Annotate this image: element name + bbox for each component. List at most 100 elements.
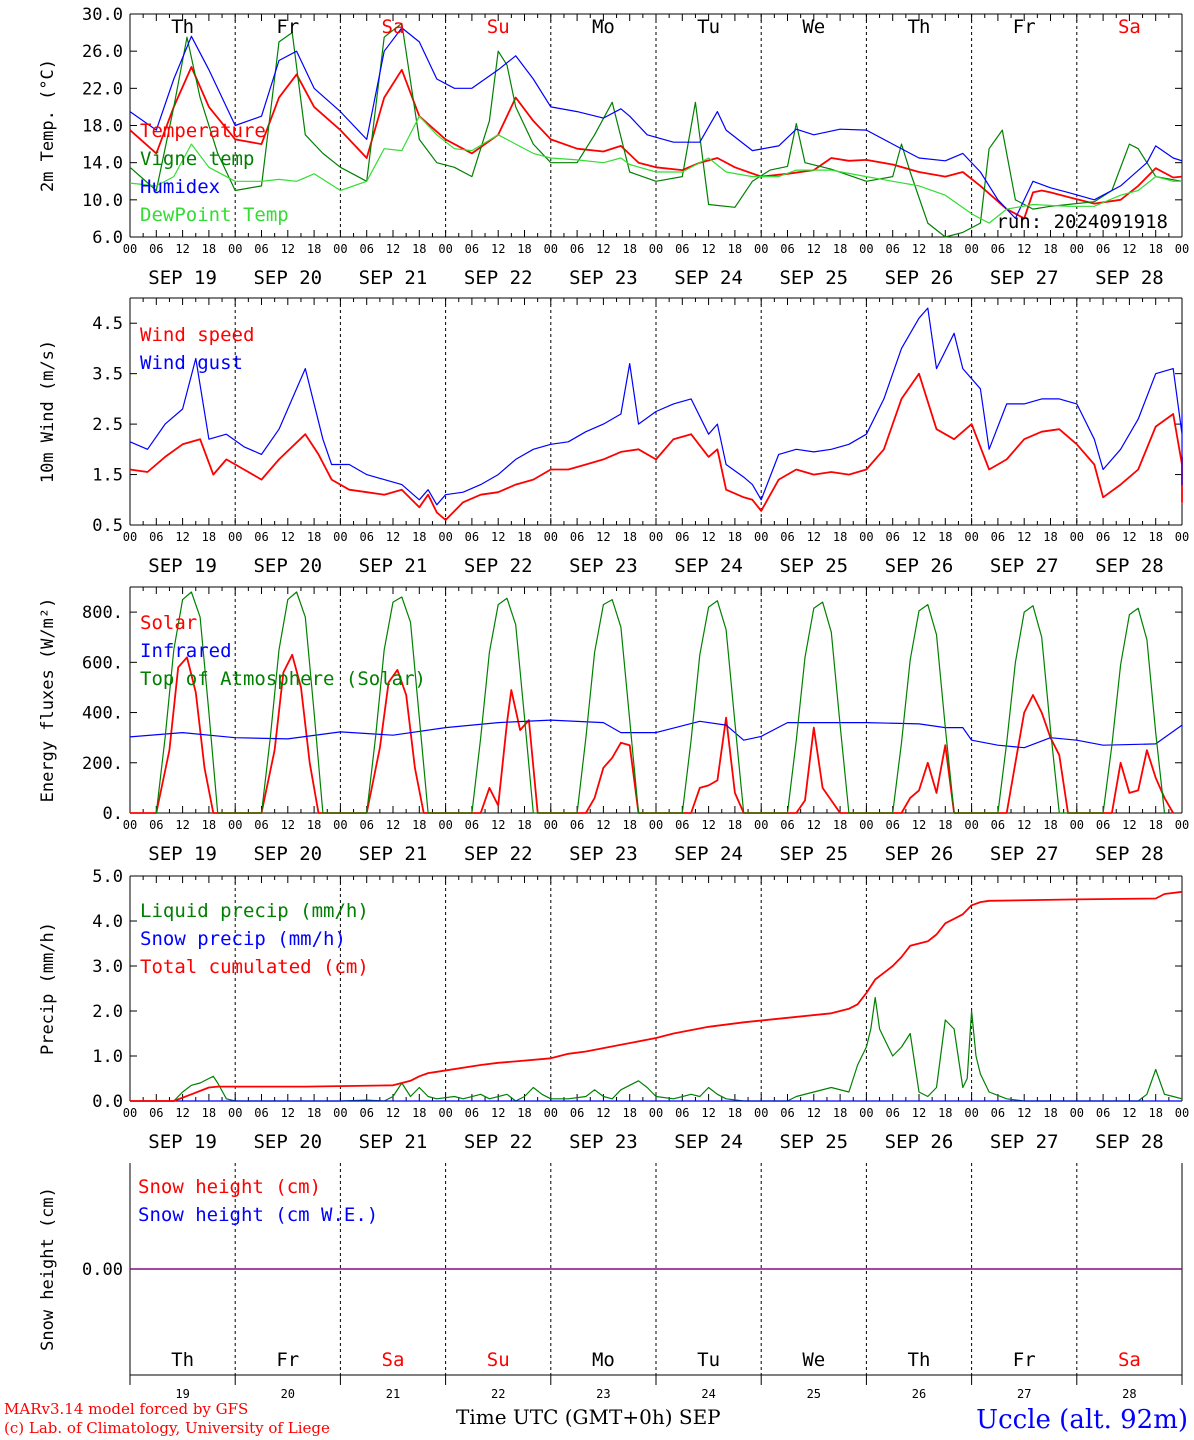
date-label: SEP 23 (569, 555, 638, 577)
hour-tick-label: 00 (333, 1106, 347, 1120)
hour-tick-label: 18 (307, 1106, 321, 1120)
hour-tick-label: 06 (359, 242, 373, 256)
series-line-blue (129, 307, 1183, 506)
hour-tick-label: 12 (596, 818, 610, 832)
series-line-lightgreen (129, 115, 1182, 224)
y-tick-label: 4.5 (92, 314, 123, 334)
date-label: SEP 22 (464, 1131, 533, 1153)
y-tick-label: 400. (82, 704, 123, 724)
series-line-red (129, 66, 1183, 220)
date-label: SEP 24 (674, 843, 743, 865)
hour-tick-label: 12 (175, 242, 189, 256)
hour-tick-label: 12 (912, 818, 926, 832)
hour-tick-label: 00 (964, 818, 978, 832)
hour-tick-label: 00 (123, 530, 137, 544)
hour-tick-label: 06 (780, 242, 794, 256)
hour-tick-label: 18 (833, 530, 847, 544)
legend-entry: Wind gust (140, 352, 243, 374)
hour-tick-label: 00 (228, 1106, 242, 1120)
hour-tick-label: 00 (1070, 530, 1084, 544)
hour-tick-label: 12 (596, 530, 610, 544)
legend-entry: Snow precip (mm/h) (140, 928, 346, 950)
legend-entry: Snow height (cm) (138, 1176, 321, 1198)
day-number: 28 (1122, 1387, 1136, 1401)
hour-tick-label: 18 (622, 242, 636, 256)
hour-tick-label: 06 (465, 818, 479, 832)
hour-tick-label: 12 (281, 530, 295, 544)
legend-entry: Solar (140, 612, 197, 634)
date-label: SEP 28 (1095, 1131, 1164, 1153)
hour-tick-label: 12 (175, 1106, 189, 1120)
hour-tick-label: 06 (465, 530, 479, 544)
hour-tick-label: 12 (386, 530, 400, 544)
hour-tick-label: 12 (175, 818, 189, 832)
hour-tick-label: 18 (938, 530, 952, 544)
y-tick-label: 800. (82, 603, 123, 623)
date-label: SEP 25 (779, 267, 848, 289)
hour-tick-label: 12 (807, 1106, 821, 1120)
station-label: Uccle (alt. 92m) (976, 1405, 1188, 1435)
weekday-label: Th (908, 1349, 931, 1371)
hour-tick-label: 06 (254, 530, 268, 544)
hour-tick-label: 12 (807, 530, 821, 544)
legend-entry: Wind speed (140, 324, 254, 346)
hour-tick-label: 06 (780, 530, 794, 544)
date-label: SEP 26 (885, 267, 954, 289)
day-number: 27 (1017, 1387, 1031, 1401)
y-tick-label: 4.0 (92, 912, 123, 932)
date-label: SEP 23 (569, 1131, 638, 1153)
hour-tick-label: 00 (123, 242, 137, 256)
hour-tick-label: 06 (885, 530, 899, 544)
hour-tick-label: 00 (1070, 242, 1084, 256)
day-number: 24 (701, 1387, 715, 1401)
hour-tick-label: 18 (728, 530, 742, 544)
date-label: SEP 19 (148, 555, 217, 577)
hour-tick-label: 00 (123, 1106, 137, 1120)
weekday-label: Sa (382, 1349, 405, 1371)
date-label: SEP 26 (885, 1131, 954, 1153)
y-axis-label: Energy fluxes (W/m²) (38, 598, 58, 803)
hour-tick-label: 00 (1175, 818, 1189, 832)
hour-tick-label: 00 (438, 530, 452, 544)
hour-tick-label: 06 (1096, 242, 1110, 256)
day-number: 19 (175, 1387, 189, 1401)
hour-tick-label: 18 (412, 530, 426, 544)
series-line-green (155, 591, 1166, 814)
day-number: 22 (491, 1387, 505, 1401)
hour-tick-label: 12 (491, 818, 505, 832)
hour-tick-label: 06 (675, 1106, 689, 1120)
hour-tick-label: 18 (1148, 242, 1162, 256)
hour-tick-label: 12 (807, 818, 821, 832)
run-label: run: 2024091918 (996, 211, 1168, 233)
hour-tick-label: 06 (254, 242, 268, 256)
hour-tick-label: 18 (202, 242, 216, 256)
date-label: SEP 25 (779, 555, 848, 577)
y-axis-label: Snow height (cm) (38, 1187, 58, 1351)
y-tick-label: 14.0 (82, 154, 123, 174)
legend-entry: Temperature (140, 120, 266, 142)
hour-tick-label: 12 (175, 530, 189, 544)
hour-tick-label: 18 (1043, 530, 1057, 544)
panel-2: 0.5 1.5 2.5 3.5 4.5 10m Wind (m/s) Wind speed W… (38, 297, 1189, 577)
hour-tick-label: 12 (491, 242, 505, 256)
hour-tick-label: 00 (544, 530, 558, 544)
hour-tick-label: 06 (885, 818, 899, 832)
date-label: SEP 24 (674, 555, 743, 577)
y-tick-label: 2.5 (92, 415, 123, 435)
series-line-blue (129, 719, 1183, 749)
hour-tick-label: 00 (754, 530, 768, 544)
hour-tick-label: 06 (1096, 1106, 1110, 1120)
date-label: SEP 19 (148, 1131, 217, 1153)
date-label: SEP 28 (1095, 843, 1164, 865)
legend-entry: Humidex (140, 176, 220, 198)
hour-tick-label: 00 (228, 530, 242, 544)
y-tick-label: 0.5 (92, 516, 123, 536)
weekday-label: Mo (592, 16, 615, 38)
panel-3: 0. 200. 400. 600. 800. Energy fluxes (W/m²) So… (38, 586, 1189, 865)
hour-tick-label: 06 (1096, 818, 1110, 832)
weekday-label: Th (171, 1349, 194, 1371)
hour-tick-label: 06 (780, 818, 794, 832)
day-number: 21 (386, 1387, 400, 1401)
weekday-label: Fr (1013, 16, 1036, 38)
hour-tick-label: 12 (1122, 1106, 1136, 1120)
